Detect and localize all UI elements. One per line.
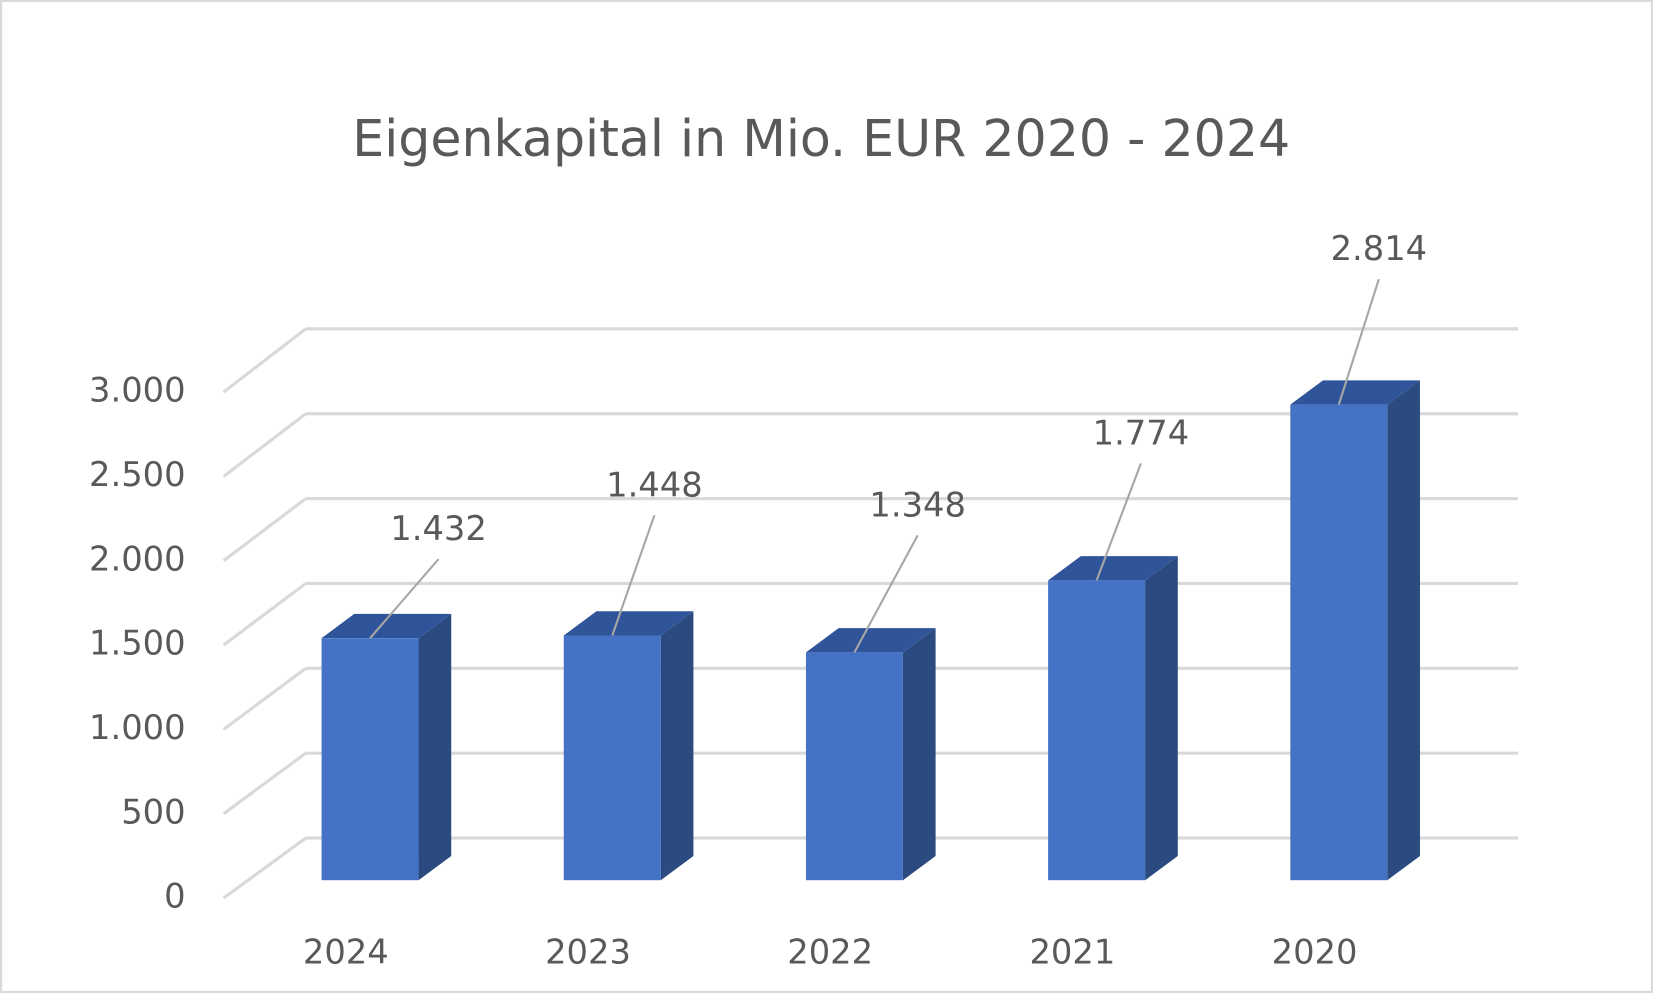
y-tick-label: 1.000 bbox=[89, 708, 186, 747]
leader-line bbox=[1337, 278, 1380, 405]
y-tick-label: 500 bbox=[121, 792, 185, 831]
bar-side bbox=[1387, 380, 1420, 881]
data-label: 1.774 bbox=[1093, 413, 1190, 452]
y-tick-label: 2.000 bbox=[89, 539, 186, 578]
bar-top bbox=[321, 613, 452, 639]
leader-line bbox=[611, 514, 656, 636]
leader-line bbox=[1095, 462, 1142, 581]
bar-top bbox=[1290, 380, 1420, 405]
grid-line bbox=[222, 497, 307, 563]
x-tick-label: 2020 bbox=[1272, 932, 1358, 971]
x-tick-label: 2024 bbox=[303, 932, 389, 971]
bar bbox=[321, 638, 419, 881]
data-label: 1.348 bbox=[869, 485, 966, 524]
y-tick-label: 1.500 bbox=[89, 624, 186, 663]
bar-side bbox=[418, 613, 452, 881]
grid-line bbox=[222, 751, 307, 816]
grid-line bbox=[222, 327, 307, 394]
y-tick-label: 2.500 bbox=[89, 455, 186, 494]
bar-side bbox=[1145, 556, 1178, 881]
x-tick-label: 2023 bbox=[545, 932, 631, 971]
bar-side bbox=[660, 611, 694, 881]
chart-title: Eigenkapital in Mio. EUR 2020 - 2024 bbox=[352, 109, 1290, 168]
bar bbox=[1290, 404, 1388, 881]
x-tick-label: 2021 bbox=[1029, 932, 1115, 971]
x-tick-label: 2022 bbox=[787, 932, 873, 971]
grid-line bbox=[222, 836, 307, 900]
y-tick-label: 3.000 bbox=[89, 371, 186, 410]
grid-line bbox=[222, 412, 307, 478]
bar-top bbox=[805, 628, 936, 653]
data-label: 1.432 bbox=[390, 509, 487, 548]
leader-line bbox=[853, 534, 919, 653]
leader-line bbox=[369, 558, 440, 639]
bar-top bbox=[563, 611, 694, 636]
bar bbox=[805, 652, 903, 881]
data-label: 1.448 bbox=[606, 465, 703, 504]
bar-top bbox=[1048, 556, 1178, 581]
bar bbox=[1048, 580, 1146, 881]
grid-line bbox=[222, 667, 307, 731]
y-tick-label: 0 bbox=[164, 877, 185, 916]
data-label: 2.814 bbox=[1331, 229, 1428, 268]
bar-side bbox=[902, 628, 936, 881]
bar bbox=[563, 635, 661, 881]
grid-line bbox=[222, 582, 307, 647]
